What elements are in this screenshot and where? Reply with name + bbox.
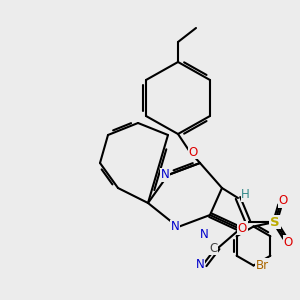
Text: O: O <box>284 236 292 249</box>
Text: Br: Br <box>256 259 269 272</box>
Text: O: O <box>278 194 288 207</box>
Text: O: O <box>238 221 247 235</box>
Text: H: H <box>241 188 250 202</box>
Text: C: C <box>209 242 217 254</box>
Text: N: N <box>200 229 209 242</box>
Text: N: N <box>196 259 205 272</box>
Text: S: S <box>270 215 280 229</box>
Text: N: N <box>160 169 169 182</box>
Text: O: O <box>188 146 198 158</box>
Text: N: N <box>171 220 179 233</box>
